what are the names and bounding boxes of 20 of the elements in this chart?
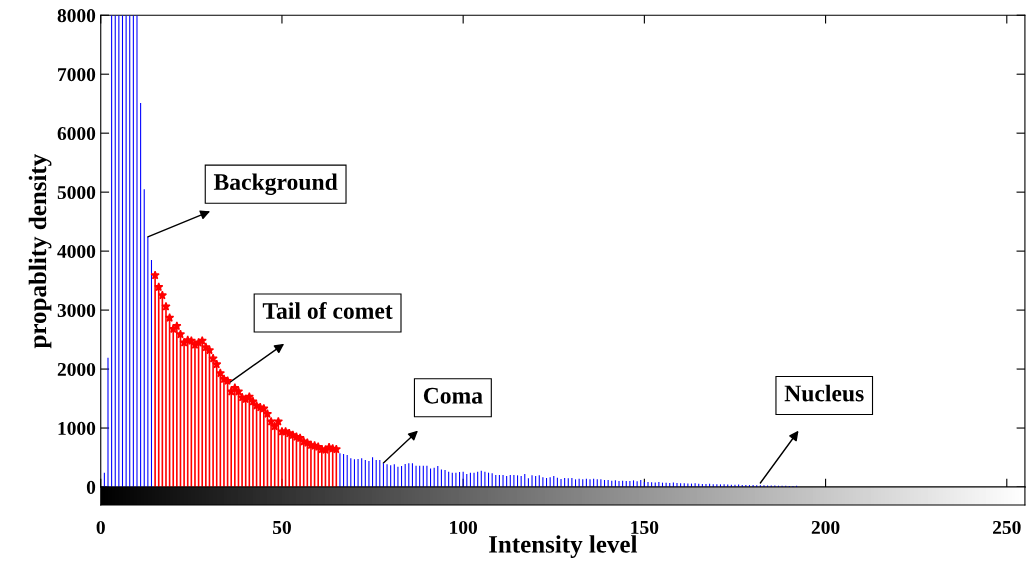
x-axis-title: Intensity level <box>489 535 638 558</box>
x-tick-label: 200 <box>811 520 840 535</box>
y-tick-label: 7000 <box>58 68 96 82</box>
y-tick-label: 2000 <box>57 362 96 377</box>
y-tick-label: 5000 <box>57 185 96 200</box>
x-tick-label: 50 <box>273 520 291 535</box>
y-tick-label: 0 <box>86 480 96 494</box>
annotation: Background <box>213 173 338 195</box>
y-tick-label: 1000 <box>58 421 96 435</box>
x-tick-label: 100 <box>450 520 478 535</box>
annotation: Tail of comet <box>262 302 393 319</box>
annotation: Coma <box>423 387 483 404</box>
y-axis-title: propablity density <box>28 153 52 349</box>
x-tick-label: 250 <box>993 520 1021 535</box>
annotation: Nucleus <box>784 384 864 402</box>
y-tick-label: 8000 <box>57 9 96 23</box>
y-tick-label: 3000 <box>57 303 96 318</box>
y-tick-label: 6000 <box>57 126 96 141</box>
y-tick-label: 4000 <box>57 244 96 259</box>
x-tick-label: 150 <box>631 520 659 535</box>
